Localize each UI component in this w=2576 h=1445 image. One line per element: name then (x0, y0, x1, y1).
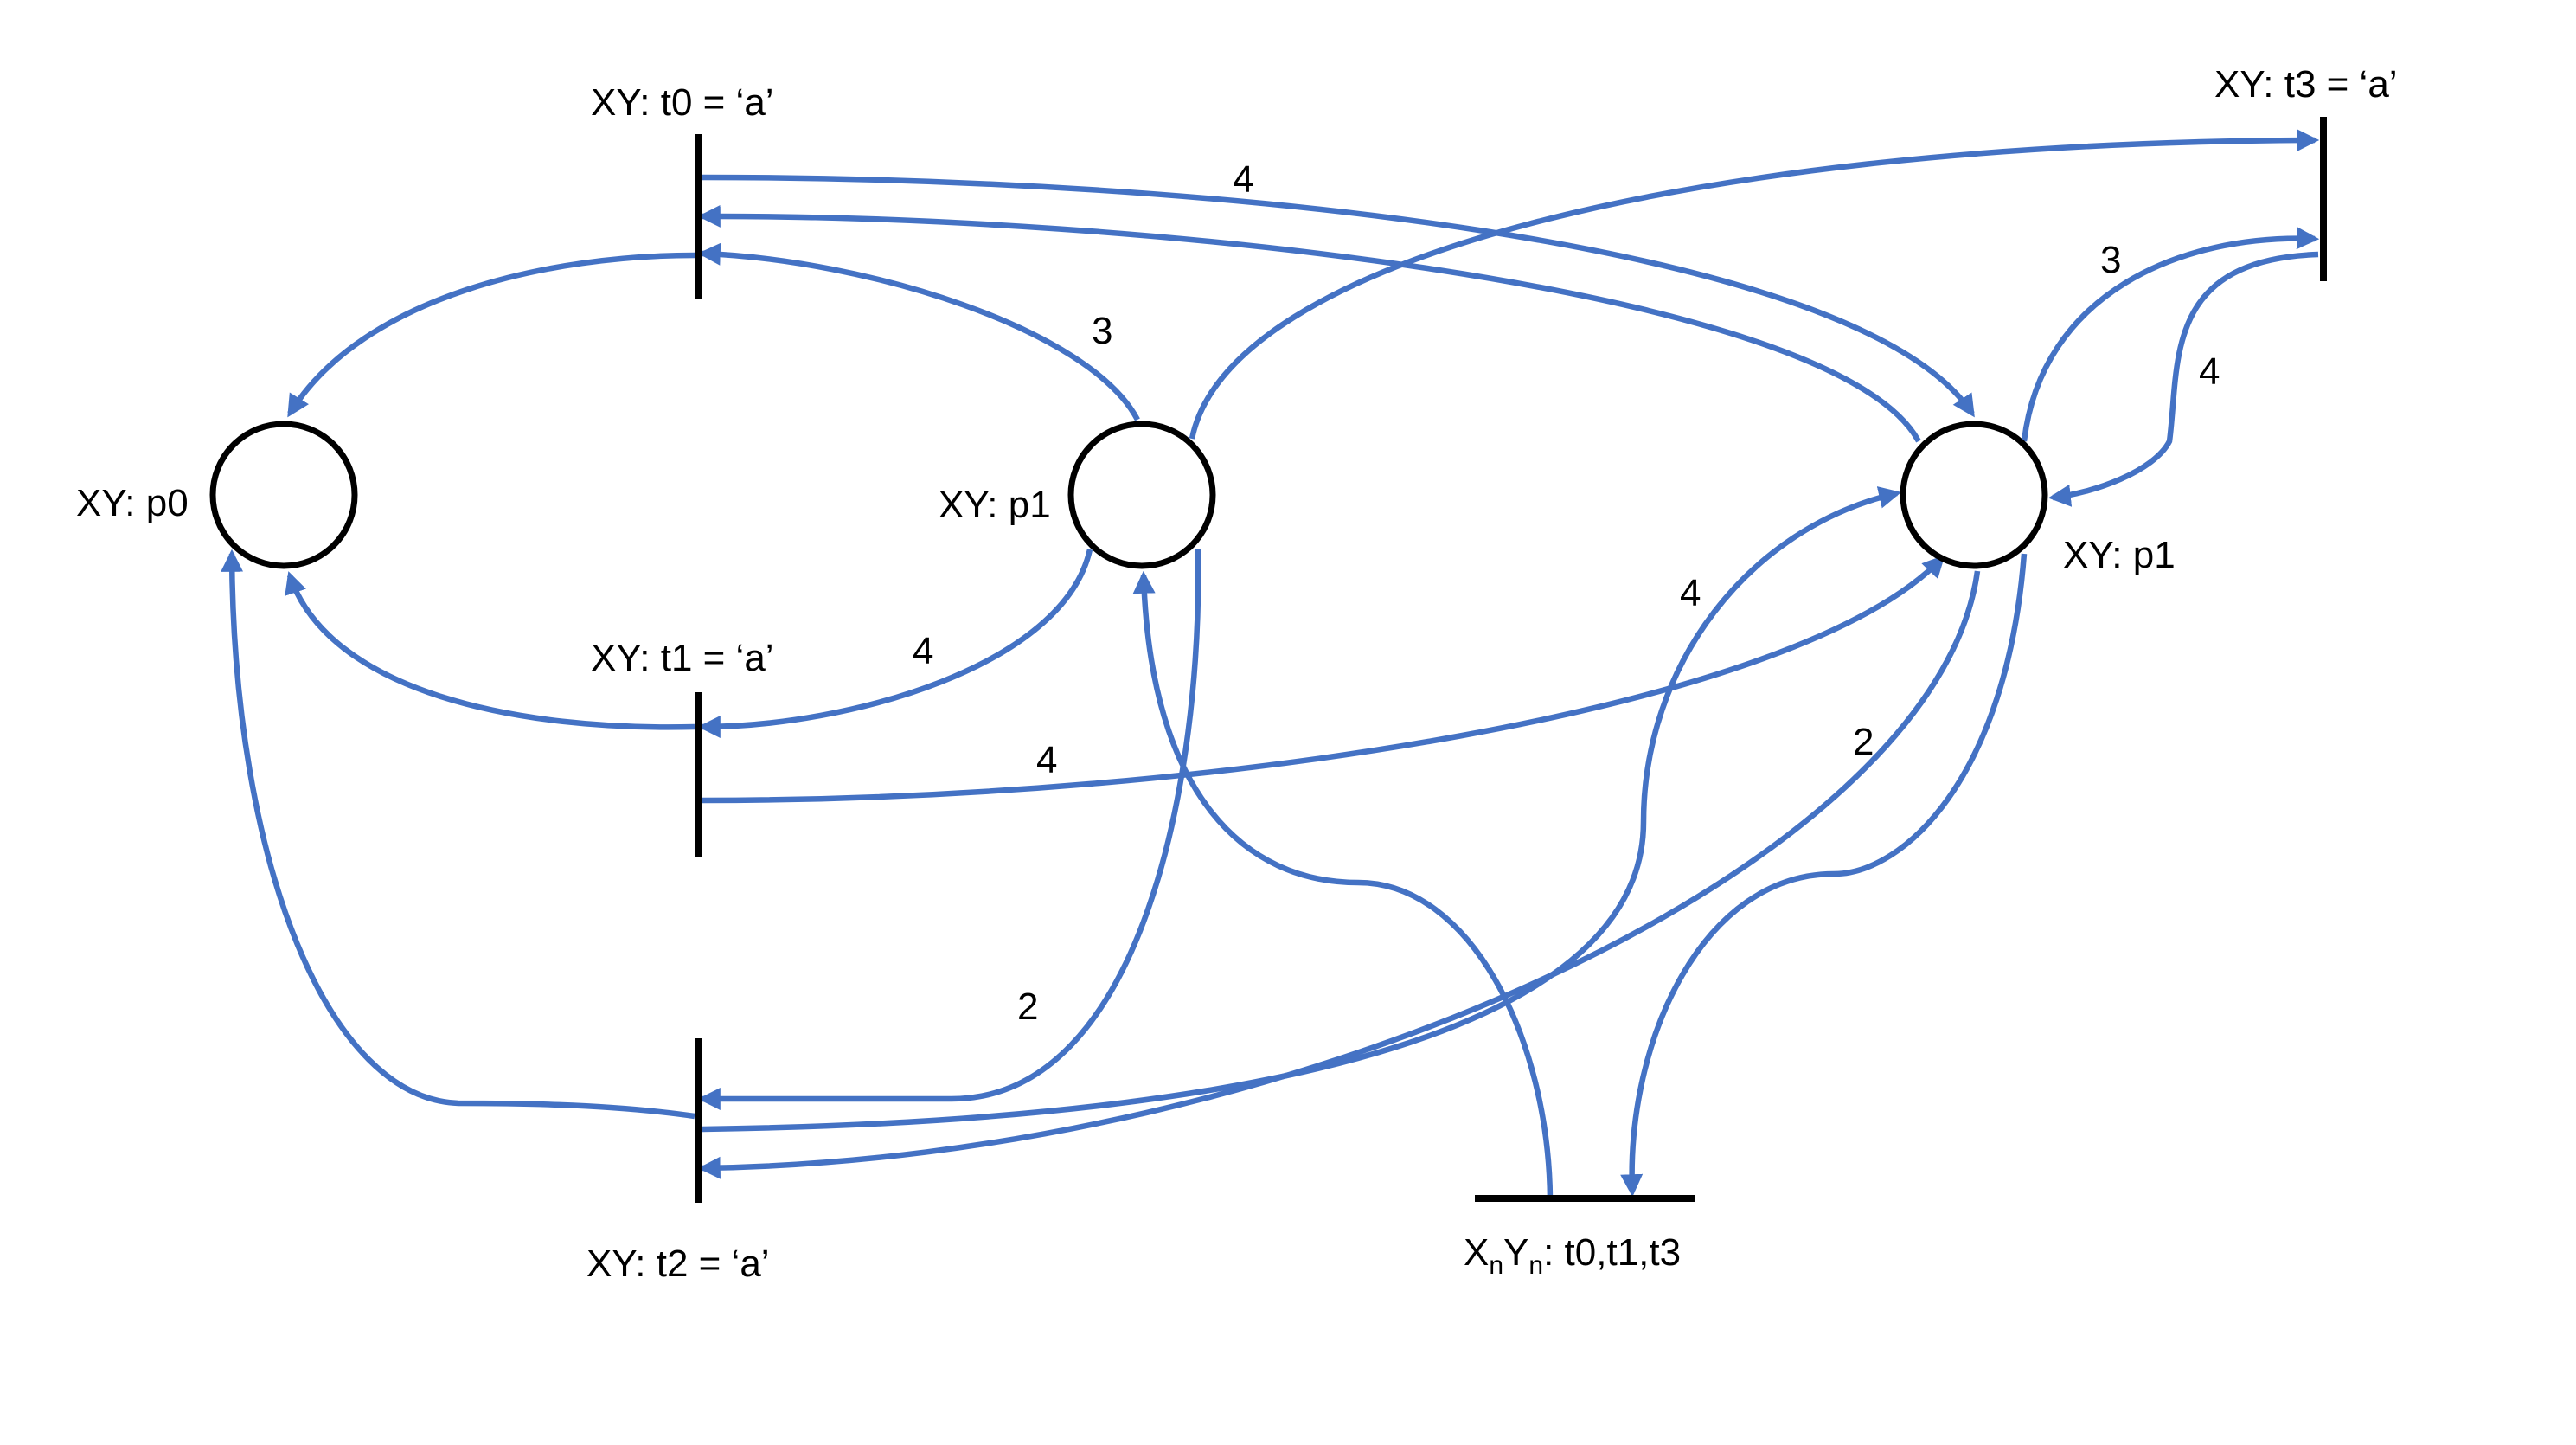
transition-t2-label: XY: t2 = ‘a’ (586, 1243, 770, 1285)
place-p1b-label: XY: p1 (2063, 534, 2176, 576)
weight-t3-to-p1b: 4 (2199, 350, 2220, 393)
arc-p1b-to-sync (1620, 553, 2028, 1198)
weight-t1-to-p1b: 4 (1036, 739, 1057, 781)
transition-t0-label: XY: t0 = ‘a’ (591, 81, 774, 124)
weight-p1a-to-t2: 2 (1017, 986, 1038, 1028)
node-labels: XY: p0 XY: p1 XY: p1 XY: t0 = ‘a’ XY: t1… (76, 63, 2398, 1285)
arc-weight-labels: 4 3 4 4 3 4 4 2 2 (913, 158, 2220, 1028)
place-p1a-label: XY: p1 (939, 484, 1051, 526)
weight-p1b-to-t3: 3 (2100, 239, 2121, 281)
arc-t1-to-p0 (285, 571, 695, 730)
sync-label-y: Y (1503, 1231, 1528, 1274)
arc-p1a-to-t1 (697, 549, 1093, 738)
transitions (695, 117, 2327, 1203)
arc-sync-to-p1a (1132, 570, 1554, 1199)
weight-t0-to-p1b: 4 (1233, 158, 1253, 201)
sync-label-sub-n-1: n (1489, 1251, 1503, 1280)
arcs (221, 129, 2320, 1199)
arc-p1a-to-t2 (697, 549, 1201, 1110)
transition-t1-label: XY: t1 = ‘a’ (591, 637, 774, 679)
arc-t2-to-p1b (702, 486, 1902, 1133)
weight-t2-to-p1b: 4 (1680, 572, 1701, 614)
arc-t2-to-p0 (221, 549, 695, 1120)
weight-p1a-to-t0: 3 (1092, 310, 1112, 352)
places (209, 421, 2048, 569)
arc-t0-to-p1b (702, 174, 1975, 418)
place-p1b (1900, 421, 2048, 569)
sync-label-sub-n-2: n (1528, 1251, 1543, 1280)
transition-sync-label: XnYn: t0,t1,t3 (1464, 1231, 1681, 1280)
arc-t1-to-p1b (702, 555, 1945, 804)
weight-p1a-to-t1: 4 (913, 630, 933, 672)
arc-p1b-to-t2 (697, 570, 1981, 1179)
place-p1a (1067, 421, 1216, 569)
transition-t3-label: XY: t3 = ‘a’ (2214, 63, 2398, 106)
arc-p1b-to-t3 (2021, 227, 2320, 442)
arc-p1b-to-t0 (697, 204, 1921, 443)
sync-label-suffix: : t0,t1,t3 (1543, 1231, 1681, 1274)
weight-p1b-to-sync: 2 (1853, 721, 1874, 763)
arc-p1a-to-t0 (697, 242, 1140, 421)
place-p0-label: XY: p0 (76, 482, 189, 524)
arc-p1a-to-t3 (1189, 129, 2320, 440)
arc-t3-to-p1b (2047, 251, 2319, 507)
arc-t0-to-p0 (287, 252, 695, 418)
place-p0 (209, 421, 358, 569)
sync-label-x: X (1464, 1231, 1489, 1274)
